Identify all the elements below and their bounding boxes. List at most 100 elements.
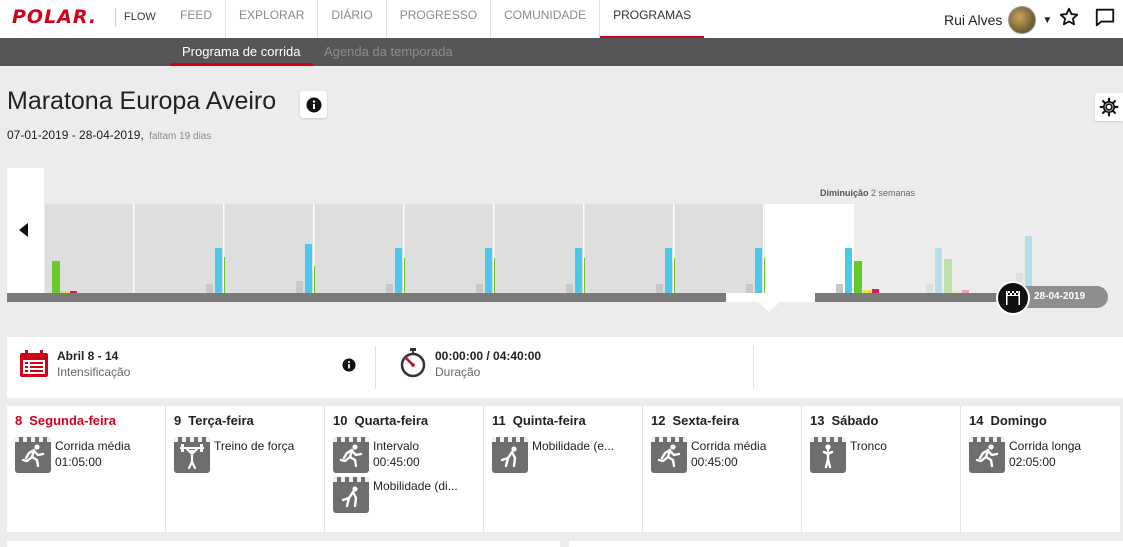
week-column-S8[interactable]	[675, 204, 789, 302]
stopwatch-icon	[400, 348, 426, 378]
day-name: Segunda-feira	[29, 413, 116, 428]
program-info-button[interactable]	[300, 91, 327, 118]
nav-diario[interactable]: DIÁRIO	[318, 0, 387, 38]
nav-progresso[interactable]: PROGRESSO	[387, 0, 492, 38]
chart-bar	[665, 248, 672, 293]
nav-feed[interactable]: FEED	[167, 0, 227, 38]
nav-comunidade[interactable]: COMUNIDADE	[491, 0, 601, 38]
timeline-current	[726, 293, 815, 302]
training-session[interactable]: Corrida média 00:45:00	[651, 437, 801, 473]
mobility-icon	[333, 477, 369, 513]
bottom-card-right	[569, 541, 1123, 547]
chart-bar	[854, 261, 862, 293]
week-column-S3[interactable]	[225, 204, 339, 302]
training-session[interactable]: Mobilidade (di...	[333, 477, 483, 513]
chart-bar	[386, 284, 393, 293]
chart-bar	[485, 248, 492, 293]
days-remaining: faltam 19 dias	[149, 131, 212, 142]
chart-bar	[61, 291, 69, 293]
day-name: Sexta-feira	[672, 413, 739, 428]
week-title: Abril 8 - 14	[57, 349, 119, 363]
user-menu[interactable]: Rui Alves ▼	[944, 6, 1052, 34]
session-name: Corrida média	[691, 439, 767, 453]
week-phase-cell: Abril 8 - 14 Intensificação	[7, 337, 367, 398]
week-column-S10[interactable]	[855, 204, 969, 302]
info-icon[interactable]	[342, 358, 356, 372]
duration-value: 00:00:00 / 04:40:00	[435, 349, 542, 363]
week-column-S1[interactable]	[45, 204, 134, 302]
day-name: Quinta-feira	[512, 413, 586, 428]
week-column-S7[interactable]	[585, 204, 699, 302]
session-name: Mobilidade (e...	[532, 439, 615, 453]
tab-agenda-temporada[interactable]: Agenda da temporada	[324, 44, 453, 59]
message-icon[interactable]	[1094, 6, 1116, 28]
day-column[interactable]: 8 Segunda-feira Corrida média 01:05:00	[7, 406, 166, 532]
chart-bar	[863, 290, 871, 293]
top-nav: POLAR. FLOW FEED EXPLORAR DIÁRIO PROGRES…	[0, 0, 1123, 38]
calendar-icon	[20, 350, 48, 377]
training-session[interactable]: Intervalo 00:45:00	[333, 437, 483, 473]
nav-explorar[interactable]: EXPLORAR	[226, 0, 319, 38]
timeline-baseline	[7, 293, 1107, 302]
avatar[interactable]	[1008, 6, 1037, 34]
training-session[interactable]: Treino de força	[174, 437, 324, 473]
tab-programa-corrida[interactable]: Programa de corrida	[170, 38, 312, 66]
chart-bar	[872, 289, 879, 293]
polar-logo[interactable]: POLAR.	[12, 6, 98, 28]
week-column-S4[interactable]	[315, 204, 429, 302]
day-column[interactable]: 9 Terça-feira Treino de força	[166, 406, 325, 532]
session-name: Mobilidade (di...	[373, 479, 458, 493]
chart-bar	[962, 290, 969, 293]
divider	[753, 346, 754, 389]
taper-label-duration: 2 semanas	[871, 188, 916, 198]
week-column-S2[interactable]	[135, 204, 249, 302]
training-session[interactable]: Corrida longa 02:05:00	[969, 437, 1119, 473]
day-column[interactable]: 13 Sábado Tronco	[802, 406, 961, 532]
chart-bar	[746, 284, 753, 293]
chart-bar	[575, 248, 582, 293]
user-name[interactable]: Rui Alves	[944, 12, 1003, 28]
previous-weeks-button[interactable]	[7, 168, 44, 302]
day-header: 13 Sábado	[810, 413, 878, 428]
session-duration: 00:45:00	[373, 455, 420, 469]
race-day-marker[interactable]: 28-04-2019	[996, 281, 1108, 315]
mobility-icon	[492, 437, 528, 473]
week-column-S6[interactable]	[495, 204, 609, 302]
duration-label: Duração	[435, 365, 481, 379]
day-header: 14 Domingo	[969, 413, 1047, 428]
week-column-S5[interactable]	[405, 204, 519, 302]
day-column[interactable]: 10 Quarta-feira Intervalo 00:45:00 Mobilidad…	[325, 406, 484, 532]
training-session[interactable]: Tronco	[810, 437, 960, 473]
training-session[interactable]: Mobilidade (e...	[492, 437, 642, 473]
chart-bar	[935, 248, 942, 293]
date-range: 07-01-2019 - 28-04-2019,	[7, 128, 144, 142]
day-header: 8 Segunda-feira	[15, 413, 116, 428]
nav-programas[interactable]: PROGRAMAS	[600, 0, 705, 38]
training-session[interactable]: Corrida média 01:05:00	[15, 437, 165, 473]
chart-bar	[845, 248, 852, 293]
chart-bar	[1025, 236, 1032, 293]
star-icon[interactable]	[1058, 6, 1080, 28]
training-load-chart: Diminuição 2 semanas	[0, 168, 1123, 313]
taper-label-title: Diminuição	[820, 188, 869, 198]
gear-icon	[1099, 97, 1119, 117]
divider	[375, 346, 376, 389]
settings-button[interactable]	[1095, 93, 1123, 121]
session-name: Tronco	[850, 439, 887, 453]
day-column[interactable]: 14 Domingo Corrida longa 02:05:00	[961, 406, 1120, 532]
current-week-pointer	[758, 302, 780, 312]
running-icon	[969, 437, 1005, 473]
day-name: Domingo	[990, 413, 1047, 428]
day-number: 10	[333, 413, 348, 428]
week-column-S9[interactable]	[765, 204, 879, 302]
running-icon	[333, 437, 369, 473]
day-column[interactable]: 11 Quinta-feira Mobilidade (e...	[484, 406, 643, 532]
day-column[interactable]: 12 Sexta-feira Corrida média 00:45:00	[643, 406, 802, 532]
taper-label: Diminuição 2 semanas	[820, 188, 915, 198]
day-number: 8	[15, 413, 23, 428]
session-name: Treino de força	[214, 439, 295, 453]
session-name: Corrida média	[55, 439, 131, 453]
chart-bar	[836, 284, 843, 293]
chevron-down-icon[interactable]: ▼	[1042, 14, 1053, 26]
chart-bar	[953, 291, 961, 293]
